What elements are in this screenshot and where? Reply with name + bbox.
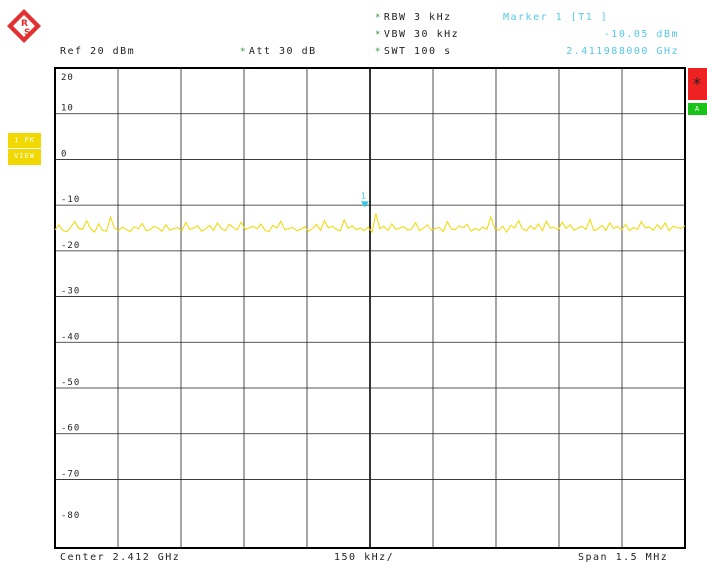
rohde-schwarz-logo: R S bbox=[7, 9, 41, 43]
center-frequency-label: Center 2.412 GHz bbox=[60, 552, 181, 563]
span-label: Span 1.5 MHz bbox=[578, 552, 669, 563]
marker-title: Marker 1 [T1 ] bbox=[503, 12, 609, 23]
marker-level: -10.05 dBm bbox=[603, 29, 679, 40]
attenuation-label: * Att 30 dB bbox=[240, 46, 317, 57]
rbw-value: RBW 3 kHz bbox=[383, 12, 452, 23]
y-tick-label: -50 bbox=[61, 378, 80, 388]
y-tick-labels: 20 10 0 -10 -20 -30 -40 -50 -60 -70 -80 bbox=[61, 73, 80, 521]
y-tick-label: -70 bbox=[61, 469, 80, 479]
modified-star-icon: * bbox=[375, 30, 382, 40]
sweep-time-label: * SWT 100 s bbox=[375, 46, 452, 57]
unsaved-settings-star-tab: * bbox=[688, 68, 707, 100]
svg-text:R: R bbox=[21, 19, 28, 29]
y-tick-label: -10 bbox=[61, 195, 80, 205]
y-tick-label: -40 bbox=[61, 332, 80, 342]
trace-tab-divider bbox=[8, 148, 41, 149]
marker-frequency: 2.411988000 GHz bbox=[566, 46, 679, 57]
modified-star-icon: * bbox=[375, 13, 382, 23]
vbw-value: VBW 30 kHz bbox=[383, 29, 460, 40]
trace-detector-label: 1 PK bbox=[14, 136, 35, 144]
y-tick-label: -20 bbox=[61, 241, 80, 251]
y-tick-label: 0 bbox=[61, 149, 67, 159]
marker-number-label: 1 bbox=[361, 191, 366, 200]
trace-mode-label: VIEW bbox=[14, 152, 35, 160]
y-tick-label: -60 bbox=[61, 424, 80, 434]
attenuation-value: Att 30 dB bbox=[248, 46, 317, 57]
y-tick-label: 10 bbox=[61, 104, 74, 114]
svg-text:S: S bbox=[24, 28, 30, 38]
trace-1-line bbox=[54, 213, 686, 234]
ref-level-label: Ref 20 dBm bbox=[60, 46, 136, 57]
y-tick-label: -80 bbox=[61, 511, 80, 521]
trace-mode-tab: 1 PK VIEW bbox=[8, 133, 41, 165]
sweep-time-value: SWT 100 s bbox=[383, 46, 452, 57]
vbw-label: * VBW 30 kHz bbox=[375, 29, 459, 40]
marker-1: 1 bbox=[360, 191, 369, 208]
modified-star-icon: * bbox=[240, 47, 247, 57]
modified-star-icon: * bbox=[375, 47, 382, 57]
span-per-division-label: 150 kHz/ bbox=[334, 552, 395, 563]
plot-grid bbox=[55, 68, 685, 548]
y-tick-label: -30 bbox=[61, 287, 80, 297]
rbw-label: * RBW 3 kHz bbox=[375, 12, 452, 23]
trace-a-tab: A bbox=[688, 103, 707, 115]
y-tick-label: 20 bbox=[61, 73, 74, 83]
marker-triangle-icon bbox=[360, 201, 369, 208]
